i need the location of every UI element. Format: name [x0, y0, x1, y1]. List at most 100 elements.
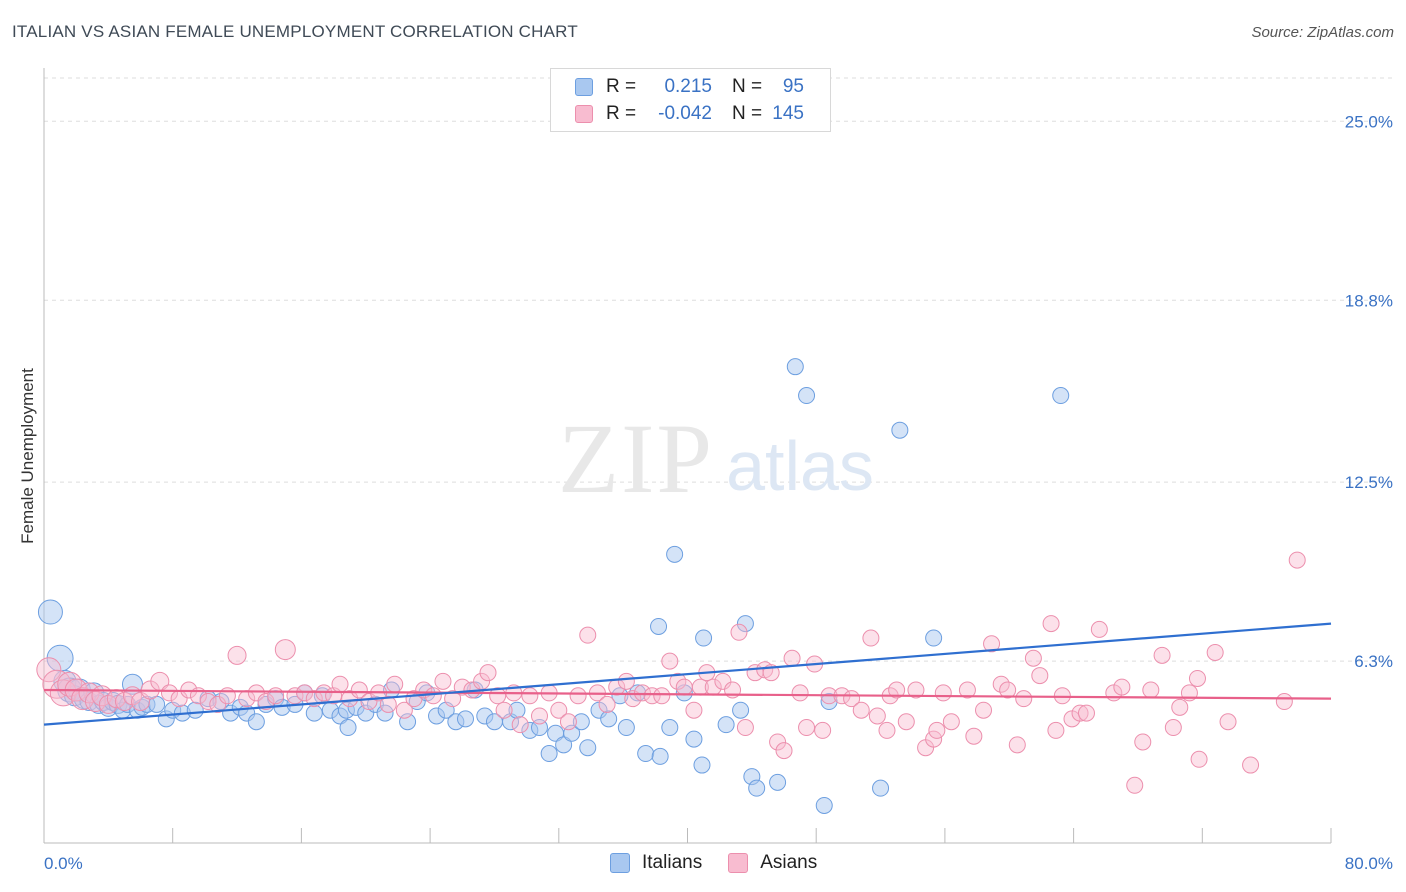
asians-point [1134, 733, 1152, 751]
italians-point [637, 745, 655, 763]
italians-point [121, 673, 143, 695]
asians-point [992, 675, 1010, 693]
asians-trend-line [43, 688, 1332, 700]
asians-point [714, 672, 732, 690]
asians-point [661, 652, 679, 670]
asians-point [999, 681, 1017, 699]
italians-legend-swatch [610, 853, 630, 873]
asians-point [444, 690, 462, 708]
italians-point [305, 704, 323, 722]
italians-point [815, 796, 833, 814]
asians-point [227, 645, 247, 665]
asians-point [550, 701, 568, 719]
italians-point [37, 599, 63, 625]
r-value: -0.042 [658, 103, 712, 124]
asians-point [395, 701, 413, 719]
italians-point [693, 756, 711, 774]
asians-point [730, 623, 748, 641]
italians-point [617, 719, 635, 737]
asians-point [1188, 669, 1206, 687]
italians-point [530, 719, 548, 737]
asians-point [1288, 551, 1306, 569]
n-value: 95 [782, 76, 804, 97]
italians-point [247, 713, 265, 731]
tick-labels: 6.3% 12.5% 18.8% 25.0% 0.0% 80.0% [44, 112, 1393, 873]
italians-point [748, 779, 766, 797]
legend-row-italians: R = 0.215 N = 95 [575, 75, 804, 99]
asians-point [521, 687, 539, 705]
asians-point [685, 701, 703, 719]
asians-point [1042, 615, 1060, 633]
asians-point [1142, 681, 1160, 699]
asians-point [209, 695, 227, 713]
italians-trend-line [43, 622, 1332, 726]
italians-point [650, 617, 668, 635]
watermark-atlas: atlas [726, 427, 874, 505]
asians-point [669, 672, 687, 690]
asians-point [434, 672, 452, 690]
asians-point [1190, 750, 1208, 768]
asians-point [569, 687, 587, 705]
asians-point [653, 687, 671, 705]
trend-lines [43, 622, 1332, 726]
asians-point [424, 687, 442, 705]
italians-point [891, 421, 909, 439]
correlation-legend: R = 0.215 N = 95 R = -0.042 N = 145 [550, 68, 831, 132]
asians-point [934, 684, 952, 702]
italians-point [685, 730, 703, 748]
asians-point [1242, 756, 1260, 774]
asians-point [791, 684, 809, 702]
asians-point [925, 730, 943, 748]
asians-point [1031, 667, 1049, 685]
y-tick-label: 12.5% [1345, 473, 1393, 492]
asians-point [1008, 736, 1026, 754]
asians-point [257, 693, 275, 711]
x-tick-label: 80.0% [1345, 854, 1393, 873]
asians-point [511, 716, 529, 734]
italians-point [186, 701, 204, 719]
asians-point [1024, 649, 1042, 667]
italians-swatch [575, 78, 593, 96]
asians-point [1071, 704, 1089, 722]
asians-point [36, 657, 62, 683]
r-label: R = [606, 103, 637, 124]
italians-point [339, 719, 357, 737]
asians-point [907, 681, 925, 699]
n-label: N = [732, 103, 763, 124]
asians-point [1153, 646, 1171, 664]
italians-point [555, 736, 573, 754]
asians-point [199, 693, 217, 711]
asians-point [489, 687, 507, 705]
watermark: ZIP atlas [558, 403, 874, 514]
italians-point [611, 687, 629, 705]
asians-point [530, 707, 548, 725]
asians-point [675, 678, 693, 696]
asians-point [769, 733, 787, 751]
italians-point [798, 387, 816, 405]
legend-label-italians: Italians [642, 852, 703, 873]
asians-point [495, 701, 513, 719]
italians-point [666, 545, 684, 563]
asians-point [1275, 693, 1293, 711]
italians-point [600, 710, 618, 728]
asians-point [643, 687, 661, 705]
italians-point [872, 779, 890, 797]
asians-legend-swatch [728, 853, 749, 873]
source-label: Source: ZipAtlas.com [1251, 24, 1394, 41]
asians-point [247, 684, 265, 702]
italians-point [769, 773, 787, 791]
italians-point [540, 745, 558, 763]
asians-point [274, 639, 296, 661]
series-asians [36, 551, 1306, 794]
asians-point [78, 682, 100, 704]
asians-point [775, 742, 793, 760]
asians-point [1090, 620, 1108, 638]
asians-point [479, 664, 497, 682]
asians-point [928, 721, 946, 739]
asians-point [897, 713, 915, 731]
italians-point [376, 704, 394, 722]
asians-point [386, 675, 404, 693]
series-italians [37, 358, 1070, 814]
italians-point [786, 358, 804, 376]
